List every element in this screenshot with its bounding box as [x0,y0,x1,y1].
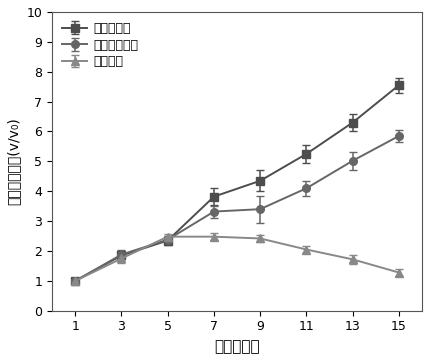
Y-axis label: 相对肿瘾体积(v/v₀): 相对肿瘾体积(v/v₀) [7,117,21,205]
Legend: 空白对照组, 盐酸阿霞素组, 终制剂组: 空白对照组, 盐酸阿霞素组, 终制剂组 [58,18,142,72]
X-axis label: 时间（天）: 时间（天） [214,339,260,354]
